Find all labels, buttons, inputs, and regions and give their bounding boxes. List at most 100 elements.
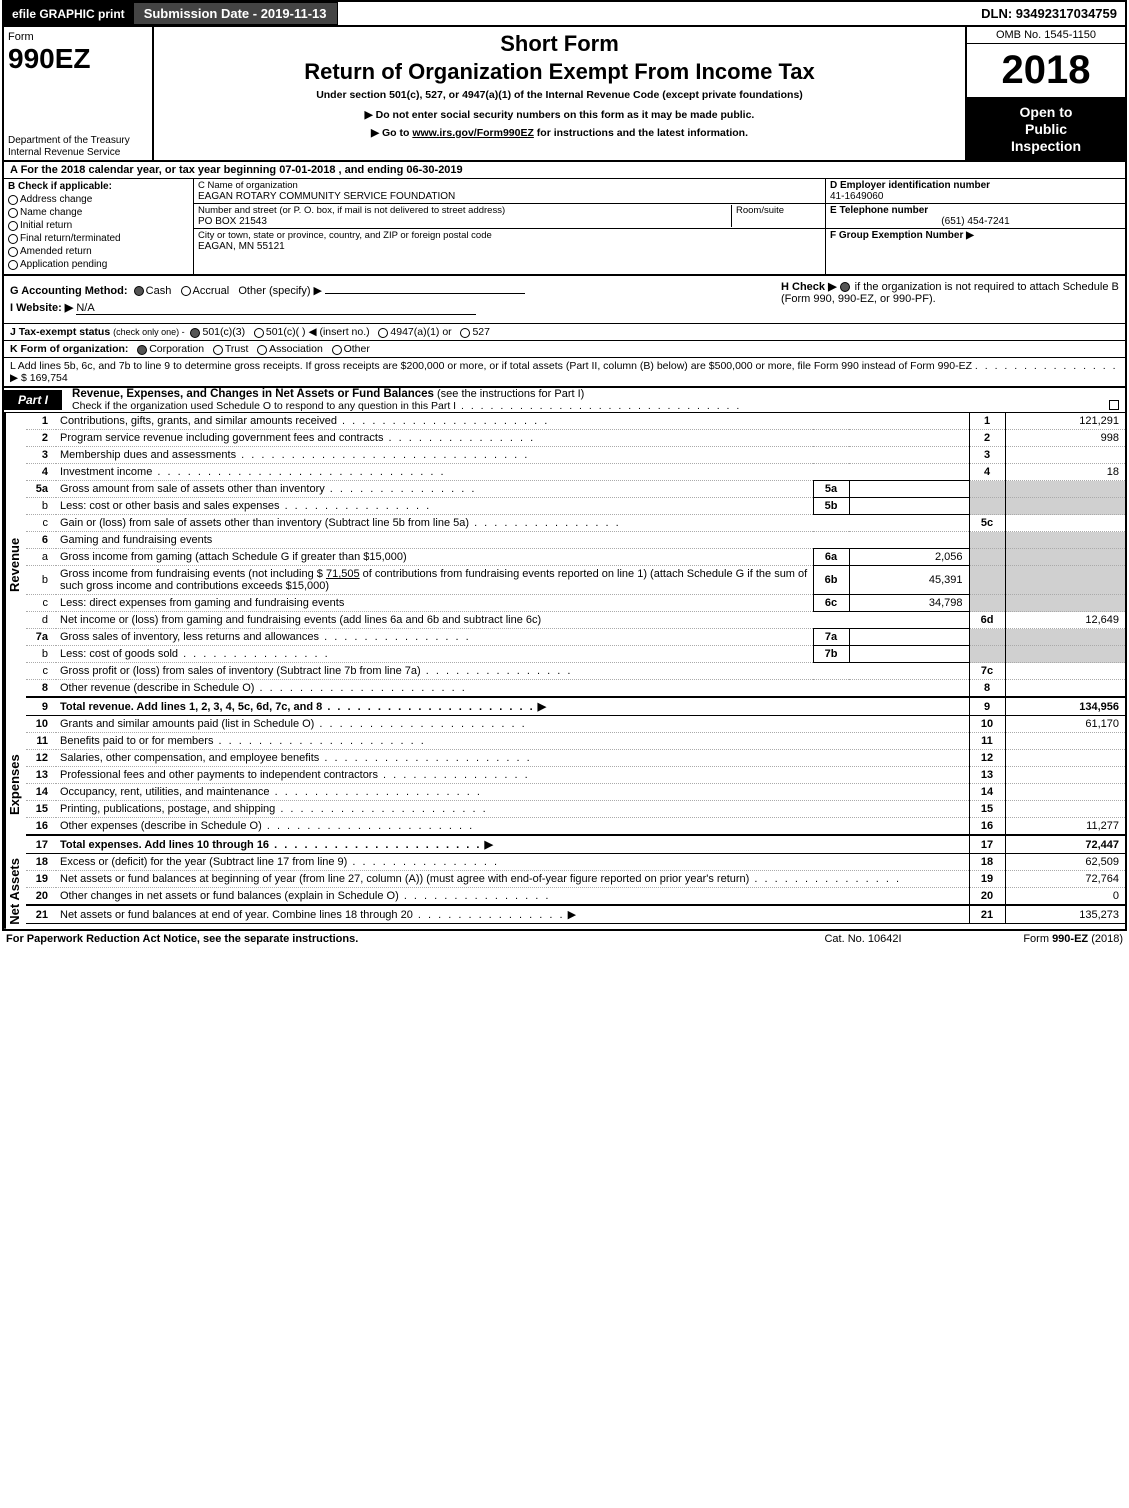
line-7b: b Less: cost of goods sold 7b — [26, 646, 1125, 663]
j-note: (check only one) - — [113, 327, 185, 337]
open-public-inspection: Open to Public Inspection — [967, 98, 1125, 160]
top-spacer — [338, 2, 974, 25]
part-i-header: Part I Revenue, Expenses, and Changes in… — [4, 388, 1125, 413]
expenses-table: 10 Grants and similar amounts paid (list… — [26, 716, 1125, 854]
line-7a: 7a Gross sales of inventory, less return… — [26, 629, 1125, 646]
radio-corp[interactable] — [137, 345, 147, 355]
part-i-tab: Part I — [4, 390, 62, 410]
footer: For Paperwork Reduction Act Notice, see … — [0, 931, 1129, 947]
line-6c: c Less: direct expenses from gaming and … — [26, 595, 1125, 612]
line-5b: b Less: cost or other basis and sales ex… — [26, 498, 1125, 515]
k-row: K Form of organization: Corporation Trus… — [4, 341, 1125, 358]
line6b-underline: 71,505 — [326, 568, 360, 580]
goto-instructions: ▶ Go to www.irs.gov/Form990EZ for instru… — [158, 127, 961, 139]
radio-527[interactable] — [460, 328, 470, 338]
header-center: Short Form Return of Organization Exempt… — [154, 27, 965, 160]
line-2: 2 Program service revenue including gove… — [26, 430, 1125, 447]
chk-pending[interactable]: Application pending — [8, 259, 189, 270]
chk-name[interactable]: Name change — [8, 207, 189, 218]
paperwork-notice: For Paperwork Reduction Act Notice, see … — [6, 933, 783, 945]
form-ref: Form 990-EZ (2018) — [943, 933, 1123, 945]
goto-pre: ▶ Go to — [371, 127, 412, 139]
inspect-line3: Inspection — [1011, 138, 1081, 154]
c-name-label: C Name of organization — [198, 180, 821, 191]
section-c: C Name of organization EAGAN ROTARY COMM… — [194, 179, 825, 274]
expenses-tab: Expenses — [4, 716, 26, 854]
radio-cash[interactable] — [134, 286, 144, 296]
org-city: EAGAN, MN 55121 — [198, 241, 821, 252]
header-right: OMB No. 1545-1150 2018 Open to Public In… — [965, 27, 1125, 160]
h-checkbox[interactable] — [840, 282, 850, 292]
b-label: B Check if applicable: — [8, 181, 189, 192]
radio-501c[interactable] — [254, 328, 264, 338]
org-name: EAGAN ROTARY COMMUNITY SERVICE FOUNDATIO… — [198, 191, 821, 202]
line-6: 6 Gaming and fundraising events — [26, 532, 1125, 549]
org-street: PO BOX 21543 — [198, 216, 731, 227]
line-5c: c Gain or (loss) from sale of assets oth… — [26, 515, 1125, 532]
website-value: N/A — [76, 302, 476, 315]
line-19: 19 Net assets or fund balances at beginn… — [26, 871, 1125, 888]
l-amount: $ 169,754 — [21, 372, 68, 384]
line-12: 12 Salaries, other compensation, and emp… — [26, 750, 1125, 767]
period-begin: 07-01-2018 — [279, 164, 335, 176]
form-number: 990EZ — [8, 43, 148, 75]
tax-period-row: A For the 2018 calendar year, or tax yea… — [4, 162, 1125, 179]
line-1: 1 Contributions, gifts, grants, and simi… — [26, 413, 1125, 430]
line-14: 14 Occupancy, rent, utilities, and maint… — [26, 784, 1125, 801]
netassets-table: 18 Excess or (deficit) for the year (Sub… — [26, 854, 1125, 924]
j-label: J Tax-exempt status — [10, 326, 110, 338]
header-block: Form 990EZ Department of the Treasury In… — [4, 27, 1125, 162]
i-label: I Website: ▶ — [10, 302, 73, 314]
l-text: L Add lines 5b, 6c, and 7b to line 9 to … — [10, 360, 972, 372]
revenue-tab: Revenue — [4, 413, 26, 716]
omb-number: OMB No. 1545-1150 — [967, 27, 1125, 44]
radio-other-org[interactable] — [332, 345, 342, 355]
goto-link[interactable]: www.irs.gov/Form990EZ — [412, 127, 534, 139]
short-form-title: Short Form — [158, 31, 961, 57]
part-i-title: Revenue, Expenses, and Changes in Net As… — [62, 388, 1125, 412]
radio-4947[interactable] — [378, 328, 388, 338]
other-specify-input[interactable] — [325, 293, 525, 294]
c-room-label: Room/suite — [736, 205, 821, 216]
revenue-container: Revenue 1 Contributions, gifts, grants, … — [4, 413, 1125, 716]
submission-date: Submission Date - 2019-11-13 — [133, 2, 338, 25]
line-20: 20 Other changes in net assets or fund b… — [26, 888, 1125, 906]
chk-amended[interactable]: Amended return — [8, 246, 189, 257]
radio-trust[interactable] — [213, 345, 223, 355]
form-word: Form — [8, 31, 148, 43]
c-city-label: City or town, state or province, country… — [198, 230, 821, 241]
f-label: F Group Exemption Number ▶ — [830, 230, 974, 241]
line-21: 21 Net assets or fund balances at end of… — [26, 905, 1125, 924]
h-label: H Check ▶ — [781, 281, 837, 293]
line-6b: b Gross income from fundraising events (… — [26, 566, 1125, 595]
ein-value: 41-1649060 — [830, 191, 1121, 202]
l-row: L Add lines 5b, 6c, and 7b to line 9 to … — [4, 358, 1125, 388]
tax-year: 2018 — [967, 44, 1125, 98]
dept-treasury: Department of the Treasury — [8, 135, 130, 146]
radio-accrual[interactable] — [181, 286, 191, 296]
period-mid: , and ending — [339, 164, 407, 176]
line-18: 18 Excess or (deficit) for the year (Sub… — [26, 854, 1125, 871]
period-end: 06-30-2019 — [406, 164, 462, 176]
chk-initial[interactable]: Initial return — [8, 220, 189, 231]
inspect-line2: Public — [1025, 121, 1067, 137]
dln-number: DLN: 93492317034759 — [973, 2, 1125, 25]
line-7c: c Gross profit or (loss) from sales of i… — [26, 663, 1125, 680]
cat-number: Cat. No. 10642I — [783, 933, 943, 945]
efile-print-label[interactable]: efile GRAPHIC print — [4, 2, 133, 25]
line-10: 10 Grants and similar amounts paid (list… — [26, 716, 1125, 733]
schedule-o-checkbox[interactable] — [1109, 400, 1119, 410]
line-13: 13 Professional fees and other payments … — [26, 767, 1125, 784]
irs-label: Internal Revenue Service — [8, 147, 120, 158]
netassets-tab: Net Assets — [4, 854, 26, 929]
radio-501c3[interactable] — [190, 328, 200, 338]
id-block: B Check if applicable: Address change Na… — [4, 179, 1125, 276]
radio-assoc[interactable] — [257, 345, 267, 355]
chk-final[interactable]: Final return/terminated — [8, 233, 189, 244]
chk-address[interactable]: Address change — [8, 194, 189, 205]
h-block: H Check ▶ if the organization is not req… — [775, 276, 1125, 323]
form-title: Return of Organization Exempt From Incom… — [158, 59, 961, 85]
header-left: Form 990EZ Department of the Treasury In… — [4, 27, 154, 160]
under-section: Under section 501(c), 527, or 4947(a)(1)… — [158, 89, 961, 101]
inspect-line1: Open to — [1020, 104, 1073, 120]
